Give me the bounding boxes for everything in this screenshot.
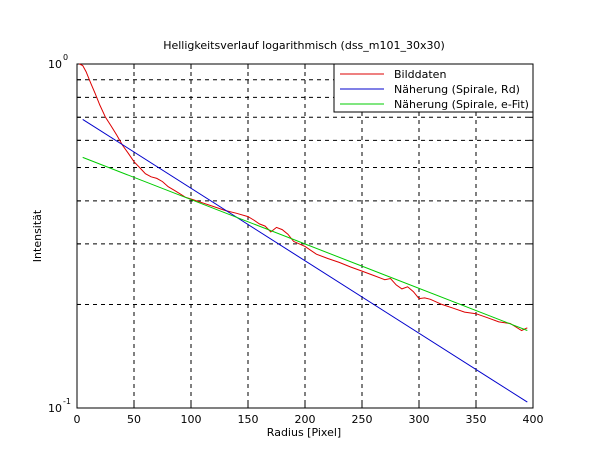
- series-layer: [79, 63, 528, 403]
- series-line-3: [82, 156, 528, 331]
- x-tick-label: 150: [238, 413, 259, 426]
- legend: Bilddaten Näherung (Spirale, Rd) Näherung …: [333, 63, 534, 113]
- x-tick-label: 300: [409, 413, 430, 426]
- y-axis-label: Intensität: [31, 209, 44, 262]
- x-axis-label: Radius [Pixel]: [267, 426, 341, 439]
- y-tick-label-base: 10: [48, 402, 62, 415]
- x-tick-label: 200: [295, 413, 316, 426]
- x-tick-label: 0: [74, 413, 81, 426]
- x-tick-label: 50: [127, 413, 141, 426]
- chart-title: Helligkeitsverlauf logarithmisch (dss_m1…: [163, 39, 445, 52]
- legend-label-1: Bilddaten: [394, 68, 446, 81]
- series-line-1: [79, 63, 528, 332]
- x-tick-label: 250: [352, 413, 373, 426]
- y-tick-label-base: 10: [48, 58, 62, 71]
- series-line-2: [82, 118, 528, 403]
- y-tick-label-exponent: 0: [63, 53, 68, 62]
- x-tick-label: 350: [466, 413, 487, 426]
- x-tick-label: 100: [181, 413, 202, 426]
- x-tick-label: 400: [523, 413, 544, 426]
- legend-label-2: Näherung (Spirale, Rd): [394, 83, 520, 96]
- grid: [77, 64, 533, 408]
- legend-label-3: Näherung (Spirale, e-Fit): [394, 98, 529, 111]
- x-axis-ticks: 0 50 100 150 200 250 300 350 400: [74, 64, 544, 426]
- y-tick-label-exponent: -1: [63, 397, 71, 406]
